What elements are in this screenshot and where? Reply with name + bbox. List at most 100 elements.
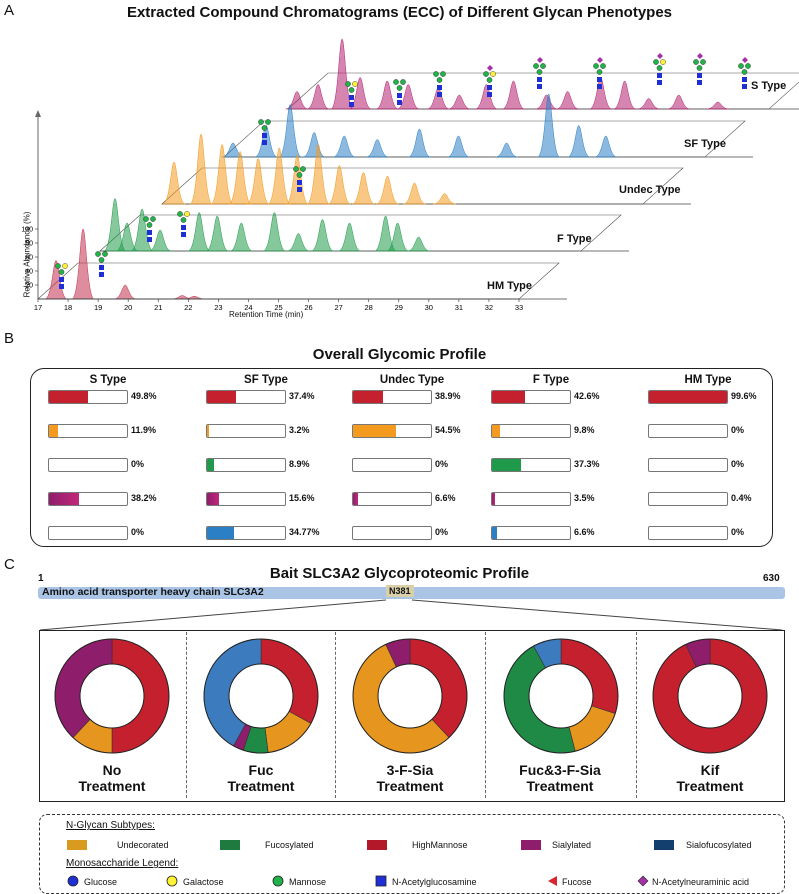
chromatogram-peak [113,284,137,300]
n-acetylglucosamine-icon [697,73,702,78]
glycan-residue-icon [490,71,496,77]
profile-bar-track [48,458,128,472]
y-tick-label: 20 [25,283,33,290]
mannose-icon [261,125,268,131]
chromatogram-peak [502,80,525,110]
x-tick-label: 18 [64,303,72,312]
chromatogram-peak [408,128,431,158]
n-acetylneuraminic-acid-icon [742,57,748,63]
x-tick-label: 28 [365,303,373,312]
n-acetylneuraminic-acid-icon [597,57,603,63]
mannose-icon [396,85,403,91]
mannose-icon [180,217,187,223]
chromatogram-peak [637,98,660,110]
n-acetylglucosamine-icon [262,140,267,145]
donut-hole [228,663,294,729]
mannose-icon [653,59,659,65]
profile-column-title: S Type [89,374,127,386]
plane-outline [99,214,622,252]
profile-bar-row: 6.6% [491,526,631,540]
profile-bar-track [648,458,728,472]
profile-bar-track [206,526,286,540]
y-tick-label: 100 [21,227,33,234]
n-acetylglucosamine-icon [349,95,354,100]
profile-bar-value: 0.4% [731,493,752,503]
x-tick-label: 19 [94,303,102,312]
mannose-icon [95,251,101,257]
chromatogram-peak [376,175,399,205]
panel-c-label: C [4,556,15,573]
mannose-icon [486,77,493,83]
glycan-residue-icon [660,59,666,65]
profile-bar-value: 0% [731,425,745,435]
chromatogram-peak [210,144,234,205]
glycosite-label: N381 [386,585,414,597]
treatment-donut-box [39,630,785,802]
chromatogram-peak [427,87,450,110]
y-axis-arrow [35,110,41,117]
profile-bar-row: 54.5% [352,424,492,438]
profile-bar-row: 0.4% [648,492,788,506]
profile-bar-track [648,526,728,540]
n-acetylglucosamine-icon [147,237,152,242]
legend-fucosylated: Fucosylated [265,840,314,850]
profile-bar-track [48,526,128,540]
chromatogram-peak [448,94,471,110]
profile-bar-value: 15.6% [289,493,315,503]
chart-b-title: Overall Glycomic Profile [312,346,487,363]
profile-bar-row: 99.6% [648,390,788,404]
x-tick-label: 30 [425,303,433,312]
profile-bar-value: 0% [131,527,145,537]
mannose-icon [693,59,699,65]
profile-bar-value: 34.77% [289,527,320,537]
profile-bar-row: 3.2% [206,424,346,438]
n-acetylglucosamine-icon [697,80,702,85]
chromatogram-peak [71,228,95,300]
chromatogram-peak [306,84,330,110]
n-acetylneuraminic-acid-icon [487,65,493,71]
chromatogram-peak [556,91,579,110]
profile-bar-fill [492,425,500,437]
mannose-icon [393,79,399,85]
x-tick-label: 27 [334,303,342,312]
profile-bar-track [491,492,571,506]
profile-bar-track [352,492,432,506]
mannose-icon [55,263,61,269]
n-acetylglucosamine-icon [657,80,662,85]
profile-bar-fill [49,493,79,505]
x-tick-label: 25 [274,303,282,312]
chromatogram-peak [567,125,591,158]
profile-bar-row: 6.6% [352,492,492,506]
profile-bar-row: 37.4% [206,390,346,404]
profile-bar-row: 34.77% [206,526,346,540]
profile-column-title: F Type [532,374,570,386]
profile-bar-fill [207,425,210,437]
profile-bar-track [491,526,571,540]
profile-bar-value: 9.8% [574,425,595,435]
profile-bar-value: 49.8% [131,391,157,401]
chromatogram-peak [205,215,229,252]
mannose-icon [143,216,149,222]
chromatogram-peak [403,182,426,205]
chromatogram-peak [352,172,375,205]
profile-bar-fill [207,527,235,539]
n-acetylglucosamine-icon [297,187,302,192]
glycan-residue-icon [400,79,406,85]
x-axis-label: Retention Time (min) [229,310,304,319]
n-acetylglucosamine-icon [742,77,747,82]
chromatogram-peak [267,147,291,205]
chart-a-title: Extracted Compound Chromatograms (ECC) o… [126,4,673,21]
protein-start: 1 [38,573,44,584]
profile-bar-fill [353,425,396,437]
n-acetylglucosamine-icon [597,77,602,82]
zoom-lines [39,599,783,631]
n-acetylglucosamine-icon [742,84,747,89]
glycan-residue-icon [102,251,108,257]
donut-hole [377,663,443,729]
profile-bar-fill [49,391,88,403]
chromatogram-peak [328,165,351,205]
mannose-icon [296,172,303,178]
chromatogram-peak [433,193,456,205]
chromatogram-peak [187,212,211,252]
divider [335,632,336,798]
